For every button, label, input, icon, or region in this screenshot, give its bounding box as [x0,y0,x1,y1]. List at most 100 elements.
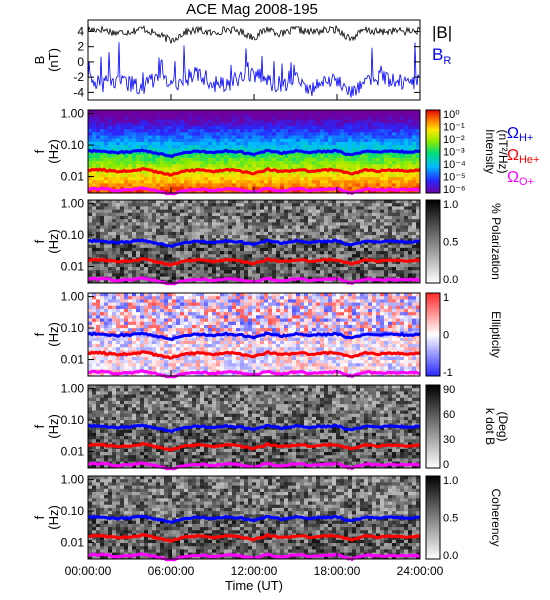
heatmap-cell [200,212,205,217]
heatmap-cell [148,132,153,136]
heatmap-cell [280,209,285,214]
heatmap-cell [272,119,277,124]
heatmap-cell [280,257,285,262]
heatmap-cell [200,180,205,184]
heatmap-cell [408,180,413,184]
heatmap-cell [236,177,241,181]
heatmap-cell [304,244,309,249]
heatmap-cell [288,200,293,204]
heatmap-cell [192,247,197,252]
heatmap-cell [332,235,337,239]
heatmap-cell [336,267,341,271]
heatmap-cell [132,212,137,217]
heatmap-cell [276,135,281,140]
heatmap-cell [320,238,325,242]
heatmap-cell [276,203,281,207]
heatmap-cell [360,225,365,230]
heatmap-cell [120,270,125,274]
heatmap-cell [176,206,181,210]
heatmap-cell [180,125,185,130]
heatmap-cell [208,145,213,149]
heatmap-cell [124,228,129,233]
heatmap-cell [100,151,105,156]
heatmap-cell [260,180,265,184]
heatmap-cell [144,363,149,367]
heatmap-cell [228,129,233,133]
heatmap-cell [416,125,421,130]
heatmap-cell [208,129,213,133]
heatmap-cell [156,356,161,361]
heatmap-cell [400,177,405,181]
heatmap-cell [168,228,173,233]
heatmap-cell [388,119,393,124]
heatmap-cell [152,113,157,117]
heatmap-cell [312,183,317,188]
heatmap-cell [412,235,417,239]
heatmap-cell [368,177,373,181]
heatmap-cell [256,110,261,114]
heatmap-cell [156,164,161,168]
heatmap-cell [132,299,137,303]
heatmap-cell [228,235,233,239]
heatmap-cell [116,369,121,374]
heatmap-cell [224,154,229,159]
heatmap-cell [380,177,385,181]
heatmap-cell [240,180,245,184]
heatmap-cell [336,241,341,246]
heatmap-cell [224,129,229,133]
heatmap-cell [320,125,325,130]
heatmap-cell [124,148,129,152]
heatmap-cell [328,132,333,136]
heatmap-cell [192,164,197,168]
heatmap-cell [196,231,201,236]
heatmap-cell [104,164,109,168]
heatmap-cell [344,209,349,214]
heatmap-cell [360,180,365,184]
heatmap-cell [144,263,149,268]
heatmap-cell [344,222,349,226]
heatmap-cell [244,276,249,281]
heatmap-cell [252,164,257,168]
heatmap-cell [220,141,225,146]
heatmap-cell [100,125,105,130]
heatmap-cell [416,151,421,156]
heatmap-cell [184,180,189,184]
heatmap-cell [392,157,397,162]
heatmap-cell [304,157,309,162]
heatmap-cell [180,119,185,124]
heatmap-cell [136,321,141,326]
heatmap-cell [376,235,381,239]
heatmap-cell [284,119,289,124]
heatmap-cell [272,186,277,191]
ytick-label: 1.00 [61,197,85,211]
heatmap-cell [256,186,261,191]
heatmap-cell [348,222,353,226]
heatmap-cell [144,235,149,239]
heatmap-cell [288,164,293,168]
heatmap-cell [104,334,109,339]
heatmap-cell [112,318,117,323]
heatmap-cell [256,125,261,130]
heatmap-cell [164,241,169,246]
heatmap-cell [304,209,309,214]
heatmap-cell [272,173,277,178]
heatmap-cell [404,161,409,165]
heatmap-cell [168,200,173,204]
heatmap-cell [160,116,165,120]
heatmap-cell [220,267,225,271]
heatmap-cell [160,296,165,300]
heatmap-cell [136,267,141,271]
heatmap-cell [224,145,229,149]
heatmap-cell [252,116,257,120]
heatmap-cell [268,247,273,252]
heatmap-cell [344,251,349,255]
heatmap-cell [400,170,405,175]
heatmap-cell [116,209,121,214]
heatmap-cell [156,212,161,217]
colorbar-tick-label: 0.0 [443,274,458,286]
heatmap-cell [416,161,421,165]
heatmap-cell [396,161,401,165]
heatmap-cell [264,145,269,149]
ytick-label: 2 [77,40,84,54]
heatmap-cell [116,293,121,297]
